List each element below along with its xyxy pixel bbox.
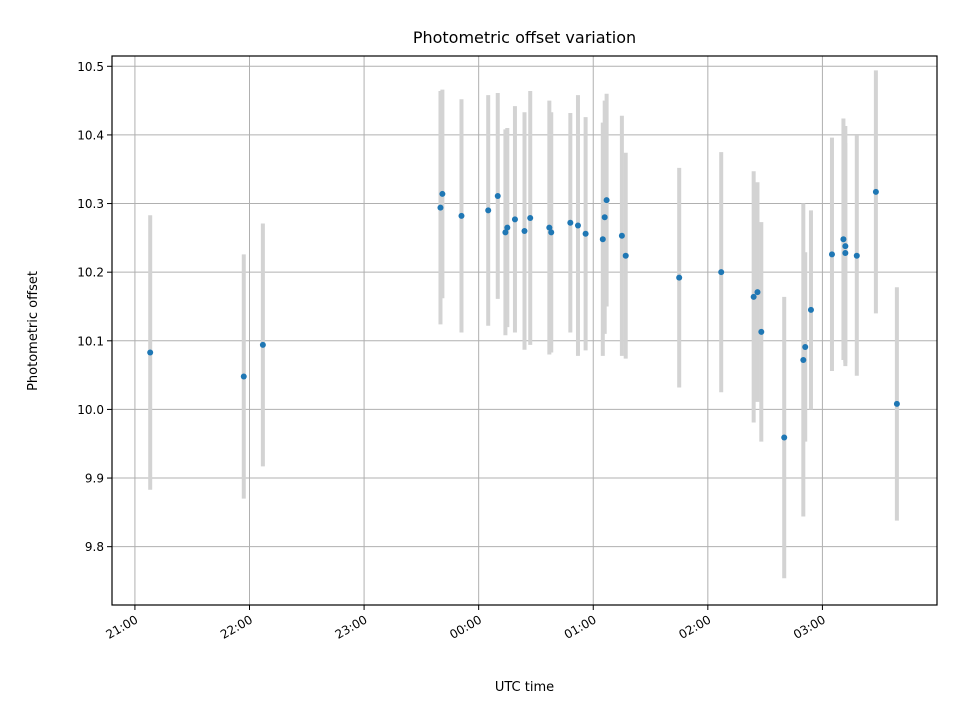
y-tick-label: 10.2 — [77, 266, 104, 280]
data-point — [718, 269, 725, 276]
data-point — [546, 224, 553, 231]
data-point — [511, 216, 518, 223]
data-point — [527, 214, 534, 221]
y-tick-label: 9.8 — [85, 540, 104, 554]
data-point — [601, 214, 608, 221]
data-point — [485, 207, 492, 214]
plot-frame — [111, 55, 938, 606]
data-point — [582, 230, 589, 237]
data-point — [521, 227, 528, 234]
data-point — [502, 229, 509, 236]
x-axis: 21:00 22:00 23:00 00:00 01:00 02:00 03:00 — [103, 605, 828, 642]
data-point — [807, 306, 814, 313]
data-point — [574, 222, 581, 229]
y-tick-label: 10.5 — [77, 60, 104, 74]
data-point — [494, 192, 501, 199]
data-point — [853, 252, 860, 259]
data-point — [437, 204, 444, 211]
y-tick-label: 10.1 — [77, 334, 104, 348]
y-axis-label: Photometric offset — [26, 271, 41, 391]
y-tick-label: 9.9 — [85, 472, 104, 486]
data-point — [840, 236, 847, 243]
data-point — [781, 434, 788, 441]
y-axis: 9.8 9.9 10.0 10.1 10.2 10.3 10.4 10.5 — [77, 60, 112, 554]
data-point — [147, 349, 154, 356]
data-point — [622, 252, 629, 259]
data-point — [618, 232, 625, 239]
y-tick-label: 10.0 — [77, 403, 104, 417]
data-point — [599, 236, 606, 243]
x-tick-label: 23:00 — [333, 612, 370, 641]
x-tick-label: 22:00 — [218, 612, 255, 641]
data-points — [147, 188, 900, 441]
data-point — [893, 400, 900, 407]
data-point — [800, 357, 807, 364]
error-bars — [148, 70, 899, 579]
data-point — [750, 293, 757, 300]
data-point — [603, 197, 610, 204]
y-tick-label: 10.3 — [77, 197, 104, 211]
data-point — [458, 212, 465, 219]
data-point — [754, 289, 761, 296]
data-point — [240, 373, 247, 380]
data-point — [548, 229, 555, 236]
chart-title: Photometric offset variation — [413, 28, 636, 47]
data-point — [842, 249, 849, 256]
x-tick-label: 02:00 — [676, 612, 713, 641]
data-point — [259, 341, 266, 348]
data-point — [802, 343, 809, 350]
data-point — [758, 328, 765, 335]
x-axis-label: UTC time — [495, 680, 554, 695]
x-tick-label: 00:00 — [447, 612, 484, 641]
data-point — [828, 251, 835, 258]
x-tick-label: 03:00 — [791, 612, 828, 641]
x-tick-label: 01:00 — [562, 612, 599, 641]
data-point — [842, 243, 849, 250]
data-point — [872, 188, 879, 195]
data-point — [439, 190, 446, 197]
x-tick-label: 21:00 — [103, 612, 140, 641]
data-point — [504, 224, 511, 231]
data-point — [676, 274, 683, 281]
data-point — [567, 219, 574, 226]
y-tick-label: 10.4 — [77, 128, 104, 142]
